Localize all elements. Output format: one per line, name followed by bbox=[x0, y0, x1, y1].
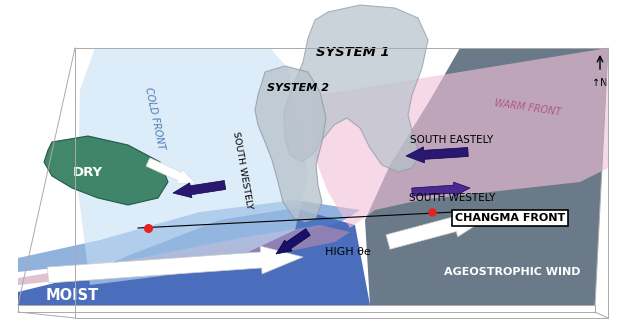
Polygon shape bbox=[18, 225, 350, 285]
Text: SOUTH WESTELY: SOUTH WESTELY bbox=[409, 193, 495, 203]
Polygon shape bbox=[18, 208, 370, 305]
Text: CHANGMA FRONT: CHANGMA FRONT bbox=[455, 213, 565, 223]
Text: SOUTH WESTELY: SOUTH WESTELY bbox=[231, 131, 253, 210]
Polygon shape bbox=[312, 48, 608, 228]
Polygon shape bbox=[18, 200, 360, 272]
FancyArrow shape bbox=[412, 182, 470, 196]
Polygon shape bbox=[78, 48, 308, 285]
FancyArrow shape bbox=[146, 158, 196, 184]
Text: DRY: DRY bbox=[73, 166, 103, 178]
Text: COLD FRONT: COLD FRONT bbox=[144, 86, 167, 150]
Polygon shape bbox=[365, 48, 608, 305]
Polygon shape bbox=[284, 5, 428, 172]
Text: HIGH θe: HIGH θe bbox=[325, 247, 371, 257]
Text: WARM FRONT: WARM FRONT bbox=[494, 98, 562, 118]
Text: AGEOSTROPHIC WIND: AGEOSTROPHIC WIND bbox=[444, 267, 580, 277]
FancyArrow shape bbox=[406, 147, 468, 163]
Text: MOIST: MOIST bbox=[46, 288, 99, 302]
Polygon shape bbox=[44, 136, 168, 205]
Text: ↑N: ↑N bbox=[592, 78, 608, 88]
Text: SYSTEM 1: SYSTEM 1 bbox=[316, 46, 390, 58]
FancyArrow shape bbox=[386, 212, 493, 249]
FancyArrow shape bbox=[276, 229, 310, 254]
FancyArrow shape bbox=[47, 246, 303, 283]
FancyArrow shape bbox=[173, 180, 226, 198]
Polygon shape bbox=[255, 66, 326, 222]
Text: SYSTEM 2: SYSTEM 2 bbox=[267, 83, 329, 93]
Text: SOUTH EASTELY: SOUTH EASTELY bbox=[411, 135, 494, 145]
